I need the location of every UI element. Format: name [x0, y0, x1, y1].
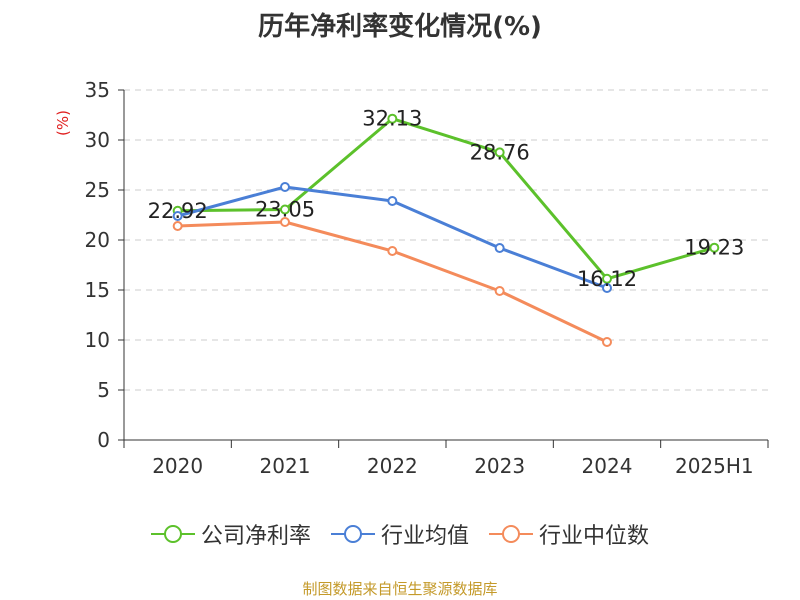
y-tick-label: 10	[85, 328, 110, 352]
y-tick-label: 5	[97, 378, 110, 402]
legend-item-industry-median[interactable]: 行业中位数	[489, 518, 649, 550]
data-point-series-2	[172, 221, 183, 231]
data-point-series-0	[494, 147, 505, 158]
legend-line-marker-icon	[330, 525, 375, 543]
data-point-series-0	[280, 204, 290, 215]
legend-line-marker-icon	[150, 525, 195, 543]
y-tick-label: 0	[97, 428, 110, 452]
y-tick-label: 25	[85, 178, 110, 202]
legend-label-company: 公司净利率	[200, 524, 311, 549]
x-tick-label: 2023	[474, 454, 525, 478]
y-tick-label: 30	[85, 128, 110, 152]
series-line-0	[177, 117, 715, 281]
legend: 公司净利率 行业均值 行业中位数	[0, 518, 800, 550]
legend-line-marker-icon	[489, 525, 533, 543]
data-point-series-1	[172, 211, 183, 221]
data-point-series-0	[387, 113, 398, 124]
data-point-series-1	[602, 283, 612, 293]
data-label: 22.92	[148, 199, 208, 223]
x-tick-label: 2021	[260, 454, 311, 478]
data-label: 23.05	[255, 198, 315, 222]
x-tick-label: 2025H1	[675, 454, 754, 478]
y-tick-label: 15	[85, 278, 110, 302]
y-tick-label: 20	[85, 228, 110, 252]
data-point-series-2	[280, 217, 290, 227]
data-point-series-2	[602, 337, 612, 347]
legend-item-company[interactable]: 公司净利率	[150, 518, 311, 550]
data-label: 32.13	[362, 107, 422, 131]
x-tick-label: 2024	[582, 454, 633, 478]
legend-label-industry-median: 行业中位数	[539, 524, 650, 549]
data-label: 19.23	[684, 236, 744, 260]
x-tick-label: 2020	[152, 454, 203, 478]
data-point-series-0	[709, 242, 720, 253]
legend-item-industry-mean[interactable]: 行业均值	[330, 518, 469, 550]
x-tick-label: 2022	[367, 454, 418, 478]
y-tick-label: 35	[85, 78, 110, 102]
data-point-series-2	[387, 246, 398, 256]
chart-title: 历年净利率变化情况(%)	[258, 12, 542, 42]
data-point-series-2	[494, 286, 505, 296]
data-label: 16.12	[577, 267, 637, 291]
data-label: 28.76	[470, 140, 530, 164]
data-point-series-1	[387, 196, 398, 206]
data-source-note: 制图数据来自恒生聚源数据库	[302, 580, 498, 598]
data-point-series-0	[602, 273, 612, 284]
legend-label-industry-mean: 行业均值	[380, 524, 469, 549]
data-point-series-1	[494, 243, 505, 253]
data-point-series-1	[280, 182, 290, 192]
